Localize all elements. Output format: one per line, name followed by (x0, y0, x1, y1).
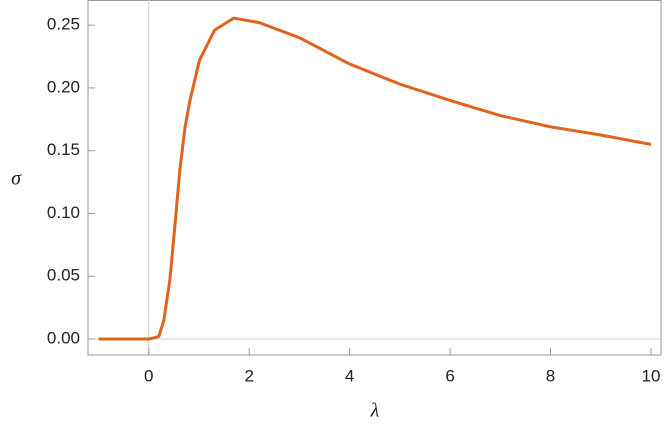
y-tick-label: 0.00 (47, 329, 80, 348)
x-tick-label: 8 (546, 366, 555, 385)
y-tick-label: 0.05 (47, 266, 80, 285)
y-axis-label: σ (11, 168, 22, 190)
x-tick-label: 2 (244, 366, 253, 385)
x-tick-label: 10 (641, 366, 660, 385)
y-tick-label: 0.15 (47, 140, 80, 159)
y-tick-label: 0.25 (47, 15, 80, 34)
y-tick-label: 0.10 (47, 203, 80, 222)
x-tick-label: 6 (445, 366, 454, 385)
line-series (98, 16, 652, 341)
x-axis-label: λ (370, 400, 380, 422)
x-tick-label: 4 (345, 366, 354, 385)
plot-frame (87, 0, 662, 356)
y-tick-label: 0.20 (47, 77, 80, 96)
x-tick-label: 0 (144, 366, 153, 385)
